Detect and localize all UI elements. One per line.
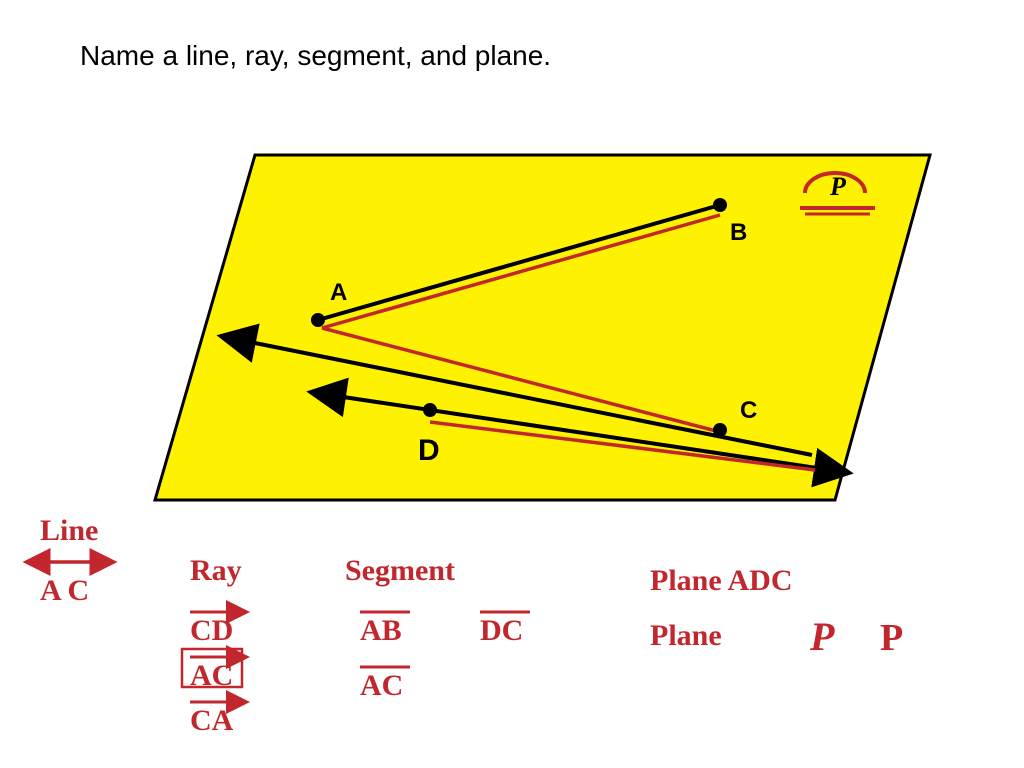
point-d	[423, 403, 437, 417]
label-b: B	[730, 219, 747, 246]
ans-ray-header: Ray	[190, 554, 242, 587]
geometry-diagram: A B C D P Line A C Ray CD AC CA Segment …	[0, 0, 1024, 768]
point-a	[311, 313, 325, 327]
label-p: P	[829, 172, 847, 201]
label-c: C	[740, 397, 757, 424]
point-b	[713, 198, 727, 212]
ans-plane-p-sym2: P	[880, 617, 903, 659]
ans-line-header: Line	[40, 514, 98, 547]
ans-plane-p-word: Plane	[650, 619, 722, 652]
ans-seg-dc: DC	[480, 614, 523, 647]
ans-ray-ca: CA	[190, 704, 234, 737]
ans-seg-ac: AC	[360, 669, 403, 702]
ans-seg-header: Segment	[345, 554, 455, 587]
ans-plane-adc: Plane ADC	[650, 564, 793, 597]
point-c	[713, 423, 727, 437]
ans-plane-p-sym: P	[809, 614, 835, 659]
ans-seg-ab: AB	[360, 614, 402, 647]
label-d: D	[418, 434, 440, 467]
label-a: A	[330, 279, 347, 306]
ans-ray-cd: CD	[190, 614, 233, 647]
ans-ray-ac: AC	[190, 659, 233, 692]
ans-line-ac: A C	[40, 574, 89, 607]
